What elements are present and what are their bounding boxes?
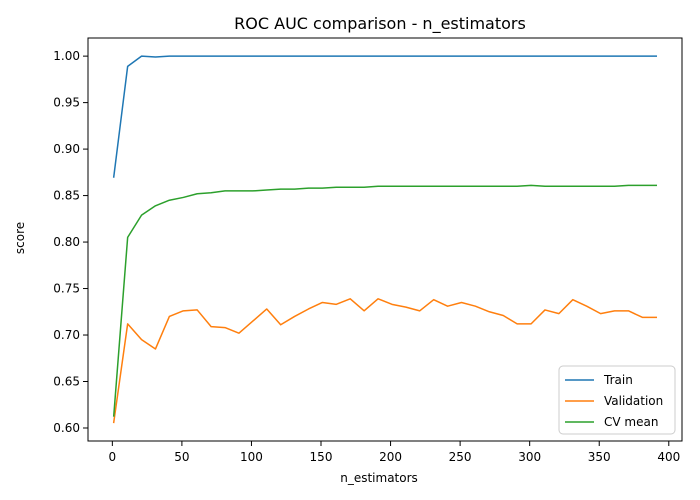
x-tick-label: 0 bbox=[109, 450, 117, 464]
chart-legend: Train Validation CV mean bbox=[558, 365, 676, 435]
y-tick-label: 0.90 bbox=[53, 142, 80, 156]
legend-items: Train Validation CV mean bbox=[565, 373, 663, 429]
x-axis: 0 50 100 150 200 250 300 350 400 bbox=[109, 441, 680, 464]
y-tick-label: 0.60 bbox=[53, 421, 80, 435]
y-tick-label: 1.00 bbox=[53, 49, 80, 63]
legend-label-train: Train bbox=[603, 373, 633, 387]
x-tick-label: 50 bbox=[174, 450, 189, 464]
x-tick-label: 200 bbox=[379, 450, 402, 464]
legend-label-validation: Validation bbox=[604, 394, 663, 408]
y-tick-label: 0.70 bbox=[53, 328, 80, 342]
chart-title: ROC AUC comparison - n_estimators bbox=[234, 14, 526, 34]
legend-box bbox=[558, 365, 676, 435]
x-tick-label: 400 bbox=[657, 450, 680, 464]
series-line-validation bbox=[112, 298, 658, 424]
y-tick-label: 0.80 bbox=[53, 235, 80, 249]
x-tick-label: 350 bbox=[588, 450, 611, 464]
y-axis-label: score bbox=[13, 222, 27, 254]
y-tick-label: 0.75 bbox=[53, 282, 80, 296]
y-tick-label: 0.65 bbox=[53, 375, 80, 389]
legend-label-cv-mean: CV mean bbox=[604, 415, 658, 429]
series-layer bbox=[112, 55, 658, 424]
x-tick-label: 300 bbox=[518, 450, 541, 464]
y-axis: 0.60 0.65 0.70 0.75 0.80 0.85 0.90 0.95 1.00 bbox=[53, 49, 88, 435]
y-tick-label: 0.95 bbox=[53, 96, 80, 110]
x-axis-label: n_estimators bbox=[340, 471, 418, 485]
x-tick-label: 250 bbox=[449, 450, 472, 464]
series-line-cv-mean bbox=[112, 184, 658, 417]
series-line-train bbox=[112, 55, 658, 178]
x-tick-label: 150 bbox=[310, 450, 333, 464]
x-tick-label: 100 bbox=[240, 450, 263, 464]
y-tick-label: 0.85 bbox=[53, 189, 80, 203]
